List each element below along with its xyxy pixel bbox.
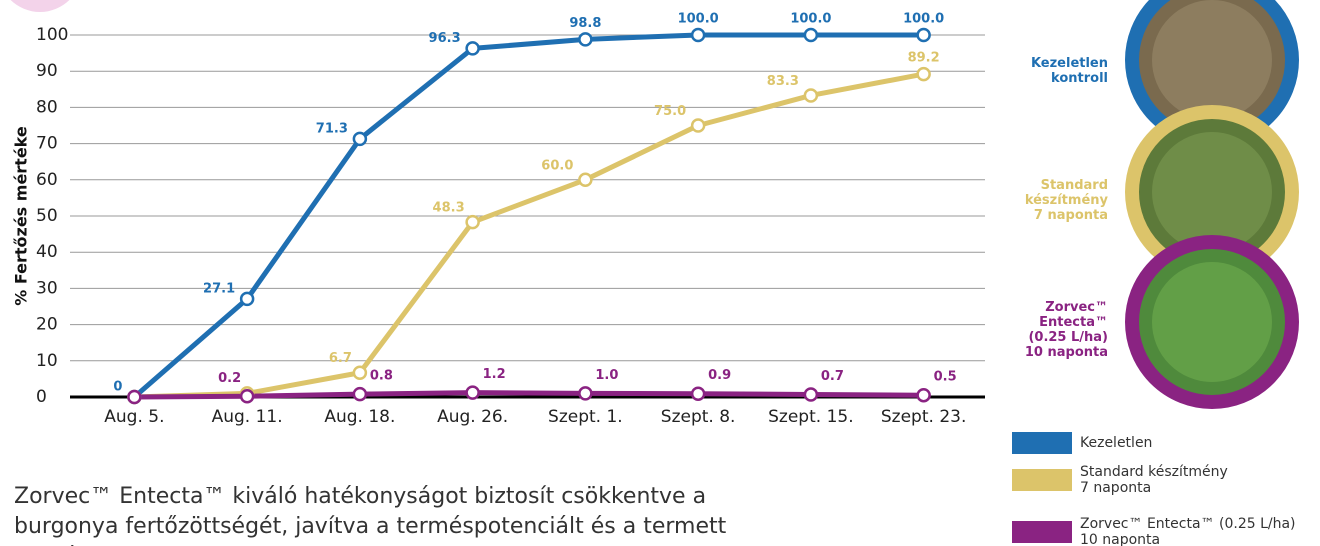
marker — [805, 29, 817, 41]
data-label: 98.8 — [569, 16, 601, 31]
legend-label: Zorvec™ Entecta™ (0.25 L/ha) 10 naponta — [1080, 516, 1296, 546]
x-tick-label: Aug. 18. — [324, 407, 395, 427]
marker — [692, 29, 704, 41]
marker — [579, 174, 591, 186]
x-tick-label: Aug. 11. — [212, 407, 283, 427]
data-label: 6.7 — [329, 351, 352, 366]
legend-swatch — [1012, 432, 1072, 454]
photo-label: Zorvec™ Entecta™ (0.25 L/ha) 10 naponta — [1025, 300, 1108, 360]
y-tick-label: 30 — [36, 278, 58, 298]
marker — [579, 387, 591, 399]
x-tick-label: Aug. 26. — [437, 407, 508, 427]
data-label: 83.3 — [767, 74, 799, 89]
photo-texture — [1152, 132, 1272, 252]
legend-item: Zorvec™ Entecta™ (0.25 L/ha) 10 naponta — [1012, 516, 1296, 546]
marker — [918, 389, 930, 401]
y-tick-label: 100 — [36, 25, 68, 45]
data-label: 0.8 — [370, 369, 393, 384]
marker — [241, 293, 253, 305]
marker — [918, 29, 930, 41]
data-label: 96.3 — [429, 31, 461, 46]
y-tick-label: 80 — [36, 97, 58, 117]
legend-label: Kezeletlen — [1080, 435, 1152, 451]
marker — [354, 388, 366, 400]
data-label: 89.2 — [908, 51, 940, 66]
data-label: 75.0 — [654, 104, 686, 119]
marker — [354, 133, 366, 145]
data-label: 48.3 — [433, 201, 465, 216]
marker — [692, 120, 704, 132]
data-label: 100.0 — [790, 12, 831, 27]
data-label: 1.0 — [595, 368, 618, 383]
marker — [467, 42, 479, 54]
data-label: 100.0 — [903, 12, 944, 27]
page: % Fertőzés mértéke 0 10 20 30 40 50 60 70 80 90 10… — [0, 0, 1320, 546]
y-tick-label: 20 — [36, 315, 58, 335]
marker — [579, 33, 591, 45]
x-tick-label: Szept. 8. — [661, 407, 736, 427]
marker — [805, 89, 817, 101]
photo-label: Kezeletlen kontroll — [1031, 56, 1108, 86]
marker — [467, 216, 479, 228]
marker — [918, 68, 930, 80]
series-line — [134, 74, 923, 397]
y-tick-label: 60 — [36, 170, 58, 190]
x-tick-label: Aug. 5. — [104, 407, 164, 427]
data-label: 100.0 — [678, 12, 719, 27]
legend-swatch — [1012, 521, 1072, 543]
photo-texture — [1152, 0, 1272, 120]
legend-label: Standard készítmény 7 naponta — [1080, 464, 1228, 496]
legend-swatch — [1012, 469, 1072, 491]
data-label: 0.7 — [821, 369, 844, 384]
photo-texture — [1152, 262, 1272, 382]
legend-item: Kezeletlen — [1012, 432, 1152, 454]
data-label: 0.2 — [218, 371, 241, 386]
data-label: 60.0 — [541, 158, 573, 173]
data-label: 27.1 — [203, 281, 235, 296]
data-label: 1.2 — [483, 367, 506, 382]
marker — [692, 388, 704, 400]
y-tick-label: 70 — [36, 134, 58, 154]
decoration — [0, 0, 82, 12]
y-tick-label: 10 — [36, 351, 58, 371]
y-tick-label: 90 — [36, 61, 58, 81]
y-axis-label: % Fertőzés mértéke — [12, 126, 31, 306]
marker — [354, 367, 366, 379]
data-label: 71.3 — [316, 121, 348, 136]
x-tick-label: Szept. 15. — [768, 407, 853, 427]
marker — [467, 387, 479, 399]
x-tick-label: Szept. 23. — [881, 407, 966, 427]
legend-item: Standard készítmény 7 naponta — [1012, 464, 1228, 496]
y-tick-label: 0 — [36, 387, 47, 407]
data-label: 0.5 — [934, 370, 957, 385]
marker — [805, 388, 817, 400]
y-tick-label: 50 — [36, 206, 58, 226]
caption: Zorvec™ Entecta™ kiváló hatékonyságot bi… — [14, 482, 774, 546]
x-tick-label: Szept. 1. — [548, 407, 623, 427]
photo-label: Standard készítmény 7 naponta — [1025, 178, 1108, 223]
marker — [241, 390, 253, 402]
y-tick-label: 40 — [36, 242, 58, 262]
data-label: 0 — [113, 380, 122, 395]
marker — [128, 391, 140, 403]
data-label: 0.9 — [708, 368, 731, 383]
